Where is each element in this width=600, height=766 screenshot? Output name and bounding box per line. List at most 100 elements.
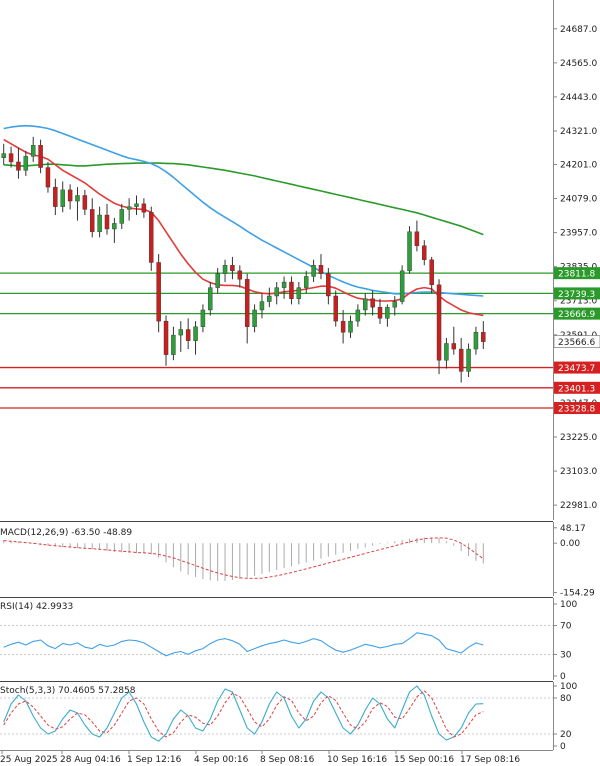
candle-bearish — [370, 298, 375, 308]
ma-slow-line — [3, 162, 484, 236]
candle-bearish — [377, 306, 383, 319]
stoch-panel: Stoch(5,3,3) 70.4605 57.2858 100 80 20 0 — [0, 681, 577, 752]
level-tag-label: 23473.7 — [558, 364, 595, 374]
level-tag-box — [554, 381, 600, 394]
rsi-path — [3, 632, 484, 657]
candle-bullish — [267, 295, 272, 302]
candle-bearish — [451, 343, 457, 350]
candle-bearish — [414, 231, 420, 246]
candle-bearish — [82, 195, 88, 210]
candle-bullish — [355, 309, 361, 322]
candle-bullish — [348, 320, 353, 333]
stoch-title: Stoch(5,3,3) 70.4605 57.2858 — [0, 686, 136, 696]
candle-bearish — [38, 145, 43, 168]
candle-bearish — [90, 209, 95, 232]
candle-bearish — [481, 332, 486, 342]
x-tick-label: 10 Sep 16:16 — [327, 755, 387, 765]
stoch-tick-label: 20 — [560, 730, 572, 740]
candle-bullish — [385, 306, 390, 319]
candle-bullish — [399, 270, 405, 302]
level-tag-label: 23666.9 — [558, 310, 595, 320]
level-tag-box — [554, 267, 600, 280]
candle-bearish — [326, 273, 331, 297]
rsi-line — [0, 625, 553, 657]
rsi-tick-label: 0 — [560, 672, 566, 682]
current-price-box — [553, 335, 600, 349]
macd-signal-path — [3, 537, 484, 579]
candle-bullish — [407, 231, 412, 272]
candle-bearish — [8, 153, 14, 163]
price-tick-label: 24443.0 — [560, 93, 597, 103]
candle-bullish — [222, 265, 228, 274]
candle-bearish — [436, 284, 442, 361]
x-tick-label: 4 Sep 00:16 — [194, 755, 249, 765]
level-tag-label: 23328.8 — [558, 405, 595, 415]
price-tick-label: 24321.0 — [560, 127, 597, 137]
macd-histogram — [3, 537, 484, 581]
x-tick-label: 1 Sep 12:16 — [127, 755, 182, 765]
rsi-tick-label: 100 — [560, 600, 577, 610]
rsi-panel: RSI(14) 42.9933 100 70 30 0 — [0, 597, 577, 682]
candle-bearish — [104, 214, 110, 230]
candle-bullish — [444, 343, 449, 361]
candle-bullish — [23, 156, 29, 171]
candle-bullish — [119, 209, 124, 224]
candle-bearish — [45, 167, 51, 188]
macd-tick-label: -154.29 — [560, 589, 595, 599]
candle-bullish — [126, 206, 132, 210]
stoch-lines — [0, 685, 553, 742]
macd-panel: MACD(12,26,9) -63.50 -48.89 48.17 0.00 -15… — [0, 521, 595, 599]
price-tick-label: 23957.0 — [560, 229, 597, 239]
candle-bearish — [458, 348, 464, 372]
candle-bearish — [237, 270, 243, 280]
candle-bullish — [466, 348, 471, 372]
macd-title: MACD(12,26,9) -63.50 -48.89 — [0, 528, 132, 538]
candle-bullish — [363, 298, 368, 311]
price-tick-label: 24565.0 — [560, 59, 597, 69]
price-level-tags: 23811.8 23739.3 23666.9 23473.7 23401.3 23328… — [553, 267, 600, 415]
candle-bullish — [208, 287, 213, 311]
candle-bearish — [429, 259, 434, 286]
candle-bullish — [200, 309, 206, 327]
level-tag-label: 23401.3 — [558, 384, 595, 394]
current-price-label: 23566.6 — [558, 338, 595, 348]
candle-bearish — [67, 189, 73, 202]
x-tick-label: 15 Sep 00:16 — [394, 755, 454, 765]
candle-bullish — [281, 281, 287, 288]
candle-bearish — [163, 320, 169, 355]
candle-bearish — [149, 212, 154, 263]
price-tick-label: 24687.0 — [560, 25, 597, 35]
level-tag-box — [554, 361, 600, 374]
level-tag-box — [554, 402, 600, 415]
x-tick-label: 28 Aug 04:16 — [60, 755, 121, 765]
candle-bullish — [274, 287, 279, 297]
rsi-y-axis: 100 70 30 0 — [553, 600, 577, 682]
macd-y-axis: 48.17 0.00 -154.29 — [553, 524, 595, 599]
candle-bearish — [16, 161, 21, 171]
level-tag-label: 23811.8 — [558, 270, 595, 280]
time-axis: 25 Aug 2025 28 Aug 04:16 1 Sep 12:16 4 Sep … — [0, 750, 553, 765]
candle-bullish — [296, 287, 302, 299]
candle-bearish — [53, 186, 58, 207]
candle-bearish — [289, 281, 294, 299]
stoch-tick-label: 80 — [560, 694, 572, 704]
price-tick-label: 23713.0 — [560, 297, 597, 307]
x-tick-label: 8 Sep 08:16 — [260, 755, 315, 765]
candle-bearish — [340, 320, 346, 333]
stoch-main-path — [3, 685, 484, 742]
candle-bullish — [75, 195, 80, 202]
level-tag-box — [554, 287, 600, 300]
candle-bullish — [30, 145, 36, 157]
candle-bearish — [333, 295, 338, 322]
candle-bullish — [303, 276, 309, 288]
price-tick-label: 22981.0 — [560, 501, 597, 511]
macd-tick-label: 0.00 — [560, 539, 580, 549]
candle-bullish — [97, 214, 102, 232]
rsi-tick-label: 30 — [560, 650, 572, 660]
candle-bullish — [473, 332, 479, 350]
candle-bearish — [318, 265, 324, 274]
candle-bullish — [171, 334, 176, 355]
candle-bullish — [1, 153, 6, 158]
